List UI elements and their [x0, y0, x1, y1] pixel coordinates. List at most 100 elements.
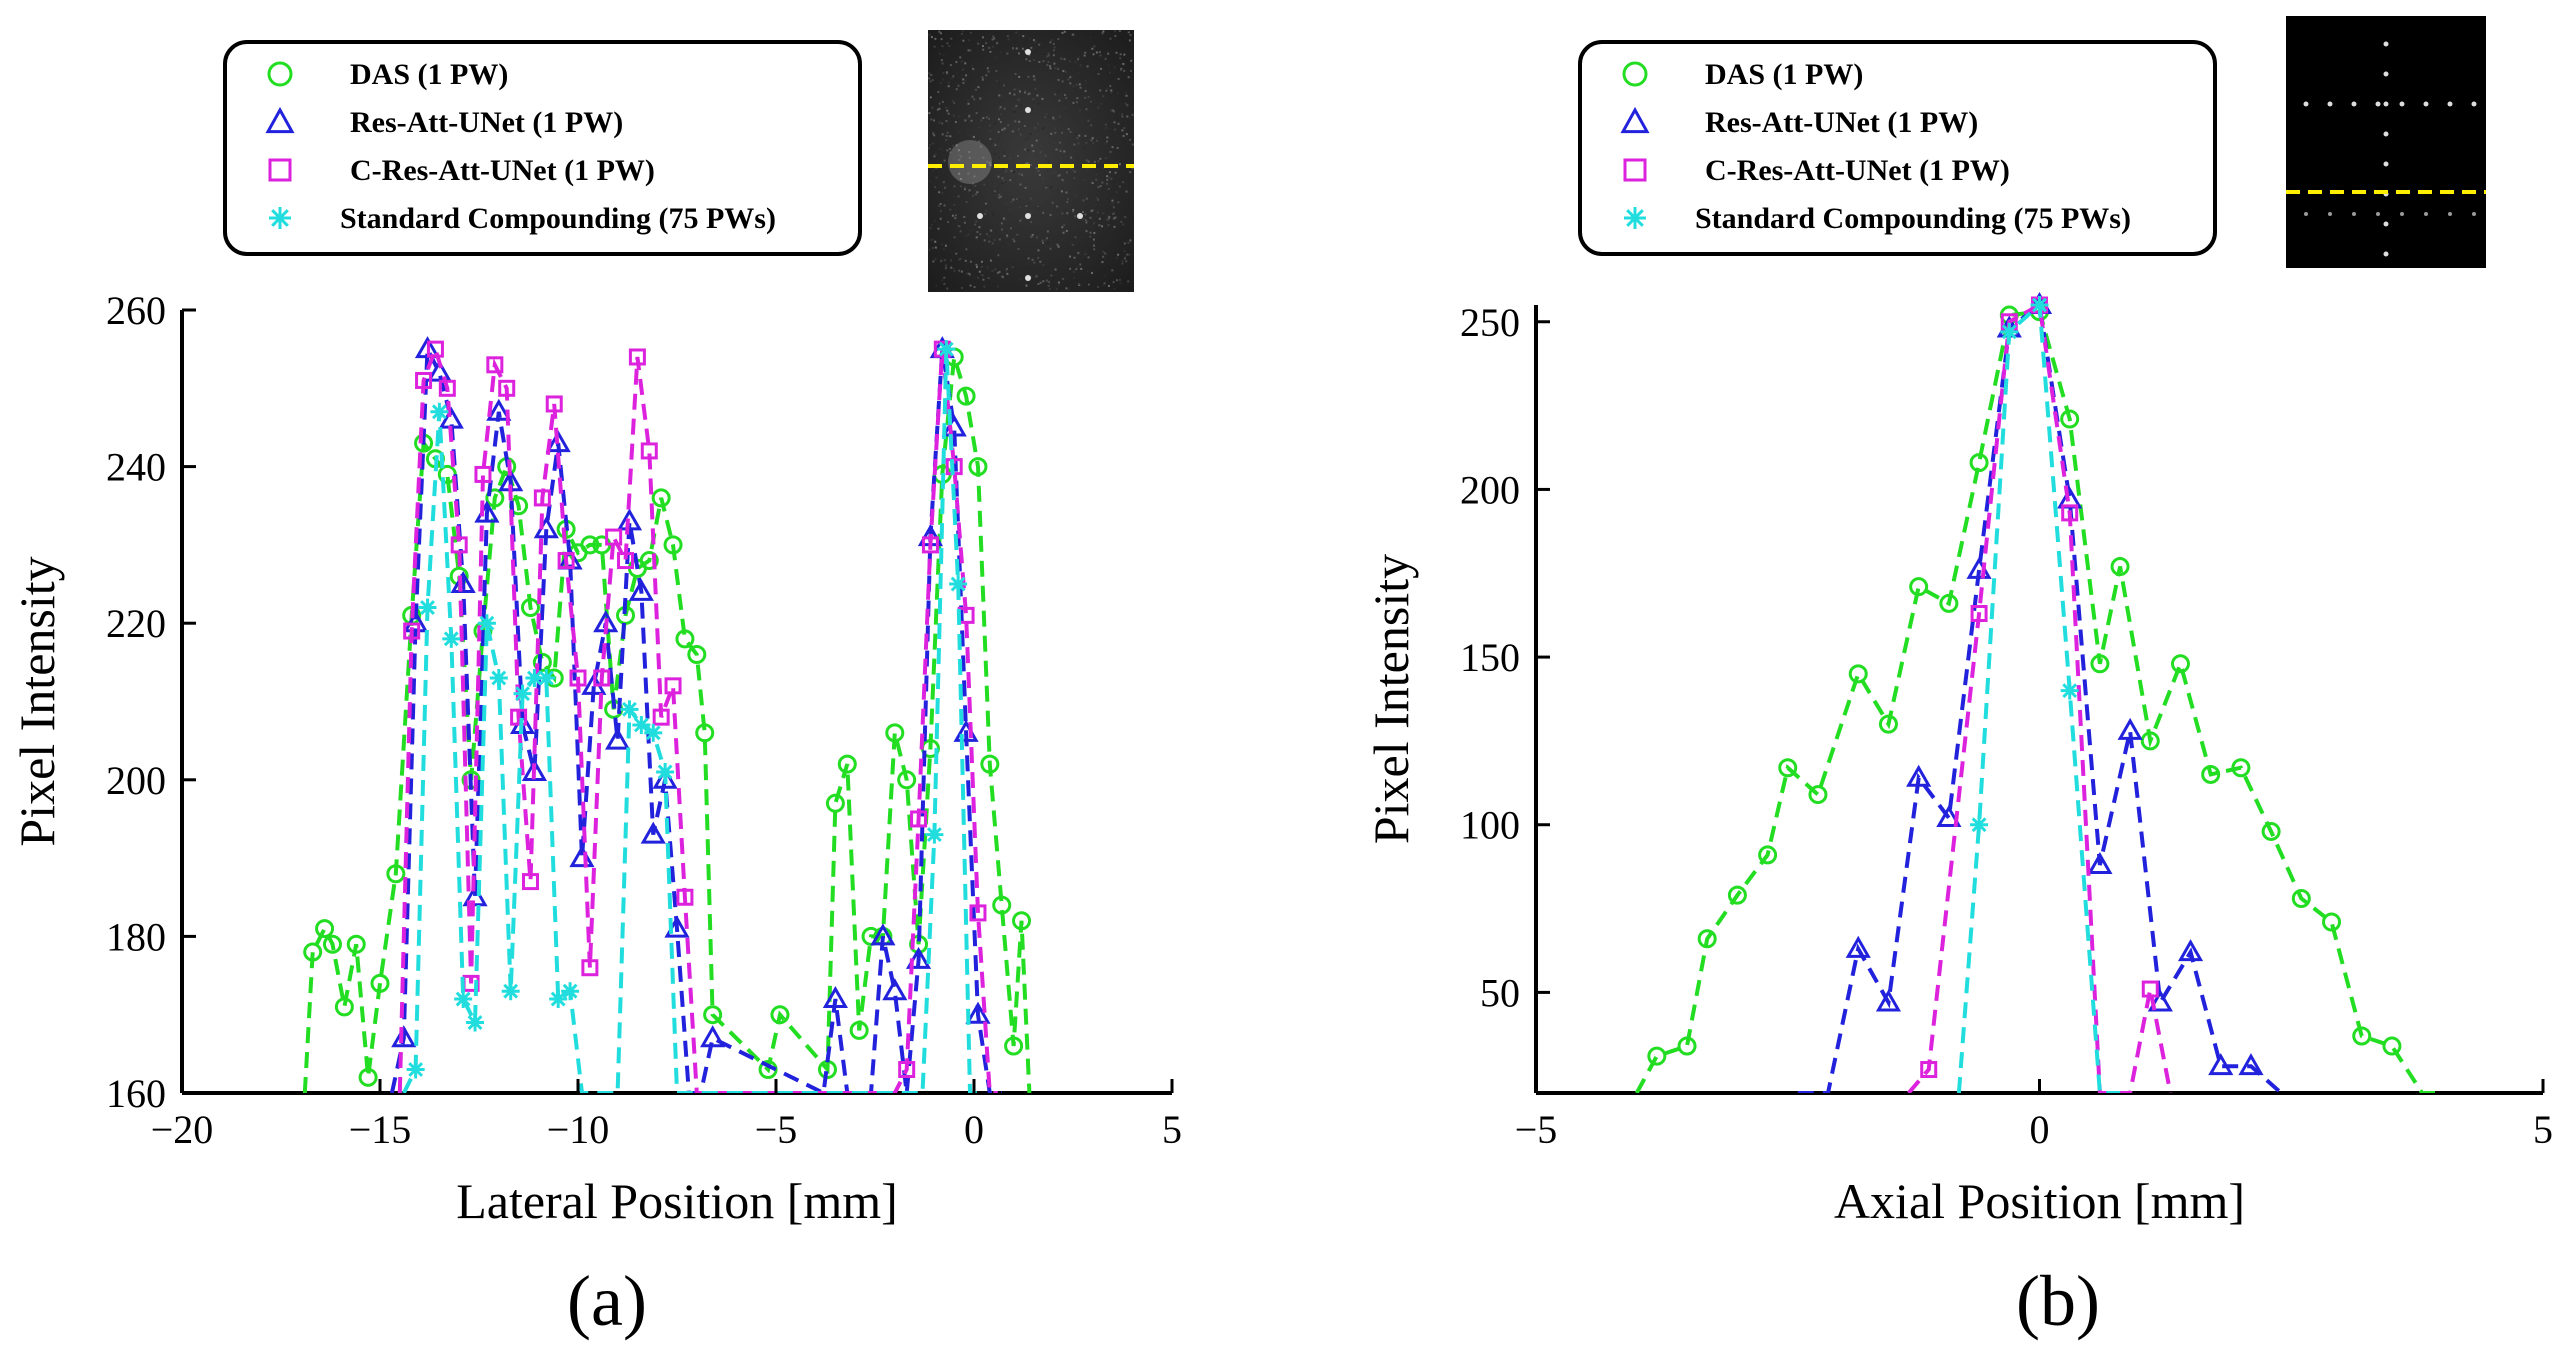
y-tick-label: 250: [1460, 300, 1520, 345]
speckle-dot: [946, 42, 949, 45]
speckle-dot: [929, 73, 932, 76]
speckle-dot: [1046, 241, 1049, 244]
speckle-dot: [1003, 151, 1006, 154]
speckle-dot: [1055, 93, 1058, 96]
speckle-dot: [958, 153, 961, 156]
inset-point: [2400, 212, 2404, 216]
speckle-dot: [1013, 240, 1016, 243]
speckle-dot: [1055, 148, 1058, 151]
data-point: [358, 1067, 378, 1087]
speckle-dot: [953, 269, 956, 272]
speckle-dot: [1108, 71, 1111, 74]
speckle-dot: [1015, 31, 1018, 34]
speckle-dot: [1036, 122, 1039, 125]
speckle-dot: [1031, 233, 1034, 236]
data-point: [1727, 885, 1747, 905]
speckle-dot: [1003, 155, 1006, 158]
speckle-dot: [944, 244, 947, 247]
data-point: [663, 535, 683, 555]
speckle-dot: [1077, 282, 1080, 285]
speckle-dot: [932, 169, 935, 172]
speckle-dot: [989, 259, 992, 262]
speckle-dot: [996, 42, 999, 45]
speckle-dot: [1112, 281, 1115, 284]
speckle-dot: [999, 106, 1002, 109]
speckle-dot: [948, 45, 951, 48]
data-point: [489, 669, 508, 688]
speckle-dot: [989, 164, 992, 167]
speckle-dot: [1096, 196, 1099, 199]
speckle-dot: [1015, 197, 1018, 200]
speckle-dot: [959, 155, 962, 158]
speckle-dot: [959, 225, 962, 228]
speckle-dot: [934, 37, 937, 40]
inset-cyst: [948, 140, 992, 184]
speckle-dot: [1077, 71, 1080, 74]
data-point: [695, 723, 715, 743]
speckle-dot: [1099, 54, 1102, 57]
speckle-dot: [1112, 206, 1115, 209]
inset-point: [977, 213, 983, 219]
speckle-dot: [1042, 60, 1045, 63]
data-point: [391, 1025, 417, 1048]
speckle-dot: [1005, 167, 1008, 170]
data-point: [2117, 717, 2143, 740]
speckle-dot: [1105, 182, 1108, 185]
speckle-dot: [1077, 56, 1080, 59]
speckle-dot: [996, 271, 999, 274]
speckle-dot: [931, 106, 934, 109]
data-point: [1909, 577, 1929, 597]
data-point: [640, 442, 658, 460]
legend-marker: [1623, 158, 1647, 182]
legend-marker: [1620, 106, 1650, 134]
speckle-dot: [1096, 211, 1099, 214]
speckle-dot: [939, 258, 942, 261]
speckle-dot: [1085, 219, 1088, 222]
data-point: [758, 1060, 778, 1080]
speckle-dot: [941, 191, 944, 194]
inset-point: [2328, 212, 2332, 216]
speckle-dot: [959, 185, 962, 188]
speckle-dot: [1016, 154, 1019, 157]
speckle-dot: [1047, 54, 1050, 57]
data-point: [992, 895, 1012, 915]
speckle-dot: [994, 152, 997, 155]
speckle-dot: [931, 74, 934, 77]
speckle-dot: [1061, 80, 1064, 83]
speckle-dot: [978, 226, 981, 229]
speckle-dot: [965, 121, 968, 124]
speckle-dot: [1065, 287, 1068, 290]
speckle-dot: [1057, 90, 1060, 93]
speckle-dot: [1019, 133, 1022, 136]
speckle-dot: [1062, 70, 1065, 73]
inset-point: [2448, 212, 2452, 216]
speckle-dot: [934, 246, 937, 249]
speckle-dot: [1106, 218, 1109, 221]
speckle-dot: [946, 131, 949, 134]
speckle-dot: [1114, 171, 1117, 174]
speckle-dot: [1110, 109, 1113, 112]
speckle-dot: [1053, 46, 1056, 49]
speckle-dot: [1103, 274, 1106, 277]
inset-point: [1025, 107, 1031, 113]
speckle-dot: [928, 248, 931, 251]
data-point: [2087, 851, 2113, 874]
speckle-dot: [1058, 259, 1061, 262]
speckle-dot: [1098, 51, 1101, 54]
speckle-dot: [1113, 225, 1116, 228]
speckle-dot: [1052, 43, 1055, 46]
speckle-dot: [974, 88, 977, 91]
speckle-dot: [1078, 109, 1081, 112]
data-point: [450, 536, 468, 554]
speckle-dot: [1035, 275, 1038, 278]
inset-point: [2376, 212, 2380, 216]
speckle-dot: [999, 215, 1002, 218]
speckle-dot: [1127, 191, 1130, 194]
speckle-dot: [983, 183, 986, 186]
speckle-dot: [1103, 282, 1106, 285]
data-point: [825, 793, 845, 813]
data-point: [2090, 654, 2110, 674]
speckle-dot: [1030, 58, 1033, 61]
speckle-dot: [1095, 139, 1098, 142]
speckle-dot: [1027, 136, 1030, 139]
